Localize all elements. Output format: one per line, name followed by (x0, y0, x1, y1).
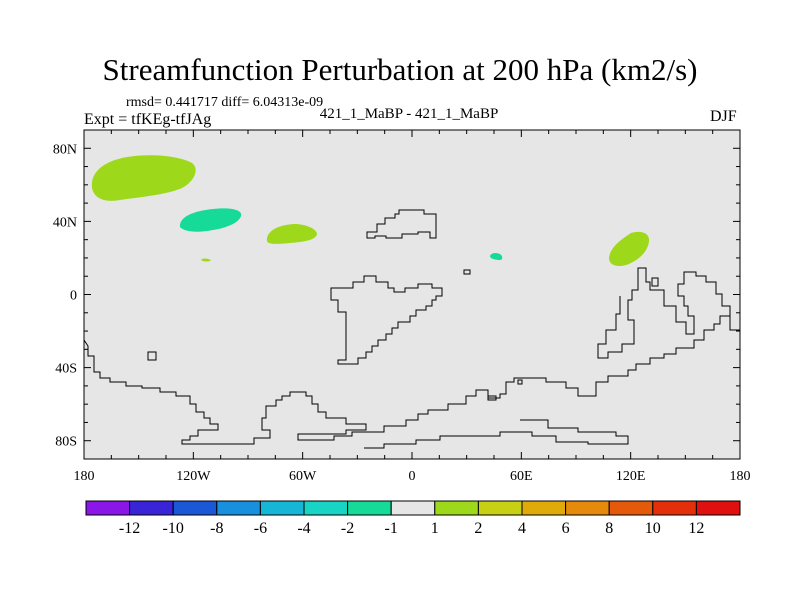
chart-title: Streamfunction Perturbation at 200 hPa (… (102, 52, 698, 87)
stats-line: rmsd= 0.441717 diff= 6.04313e-09 (126, 95, 324, 110)
colorbar-swatch (390, 500, 436, 516)
x-tick-label: 120E (616, 469, 646, 484)
x-tick-label: 180 (730, 469, 751, 484)
coastline-outlines (83, 209, 740, 449)
coastline-antarctic-west (83, 339, 478, 445)
coastline-south-america (330, 275, 443, 365)
y-tick-label: 40S (55, 362, 77, 377)
colorbar-swatch (303, 500, 349, 516)
axis-ticks: 180 120W 60W 0 60E 120E 180 80N 40N 0 40S 80S (53, 129, 751, 484)
coastline-island-2 (463, 269, 471, 275)
colorbar-swatch (608, 500, 654, 516)
x-tick-label: 60E (510, 469, 533, 484)
anomaly-negative-north-america (179, 208, 242, 232)
coastline-island-5 (487, 395, 497, 401)
colorbar-swatch (85, 500, 131, 516)
x-tick-label: 120W (176, 469, 211, 484)
anomaly-contours (91, 155, 650, 266)
coastline-antarctica-south (364, 419, 629, 449)
anomaly-positive-east-asia (609, 231, 650, 266)
colorbar-swatch (695, 500, 741, 516)
x-tick-label: 60W (289, 469, 317, 484)
colorbar-label: 10 (645, 520, 661, 537)
y-tick-label: 0 (70, 289, 77, 304)
colorbar-swatch (652, 500, 697, 516)
colorbar-label: -10 (163, 520, 184, 537)
colorbar-label: -8 (210, 520, 223, 537)
coastline-island-1 (147, 351, 157, 361)
colorbar-label: -4 (297, 520, 310, 537)
colorbar-label: 4 (518, 520, 526, 537)
colorbar: -12 -10 -8 -6 -4 -2 -1 1 2 4 6 8 10 12 (85, 500, 741, 537)
colorbar-swatch (216, 500, 261, 516)
colorbar-label: -2 (341, 520, 354, 537)
y-tick-label: 80N (53, 142, 77, 157)
colorbar-swatch (129, 500, 174, 516)
colorbar-swatch (172, 500, 218, 516)
x-tick-label: 0 (409, 469, 416, 484)
coastline-asia-southeast (597, 267, 731, 359)
anomaly-positive-north-pacific (91, 155, 196, 201)
anomaly-negative-arabia (490, 252, 503, 260)
colorbar-swatch (347, 500, 392, 516)
colorbar-label: -1 (385, 520, 398, 537)
anomaly-positive-atlantic (266, 224, 317, 244)
experiment-label: Expt = tfKEg-tfJAg (84, 111, 212, 128)
season-label: DJF (710, 108, 737, 125)
anomaly-positive-small (201, 258, 211, 262)
coastline-island-3 (651, 277, 659, 287)
colorbar-swatch (259, 500, 305, 516)
colorbar-label: 12 (688, 520, 704, 537)
colorbar-swatch (477, 500, 523, 516)
coastline-island-4 (517, 379, 523, 385)
colorbar-swatch (565, 500, 610, 516)
colorbar-label: -6 (254, 520, 267, 537)
coastline-antarctic-east (478, 315, 740, 399)
y-tick-label: 40N (53, 215, 77, 230)
colorbar-label: 6 (562, 520, 570, 537)
coastline-north-africa-eurasia (366, 209, 437, 239)
comparison-label: 421_1_MaBP - 421_1_MaBP (319, 106, 499, 122)
colorbar-swatch (434, 500, 479, 516)
colorbar-label: -12 (119, 520, 140, 537)
colorbar-label: 1 (431, 520, 439, 537)
colorbar-label: 2 (474, 520, 482, 537)
colorbar-swatch (521, 500, 567, 516)
x-tick-label: 180 (74, 469, 95, 484)
colorbar-label: 8 (605, 520, 613, 537)
y-tick-label: 80S (55, 435, 77, 450)
